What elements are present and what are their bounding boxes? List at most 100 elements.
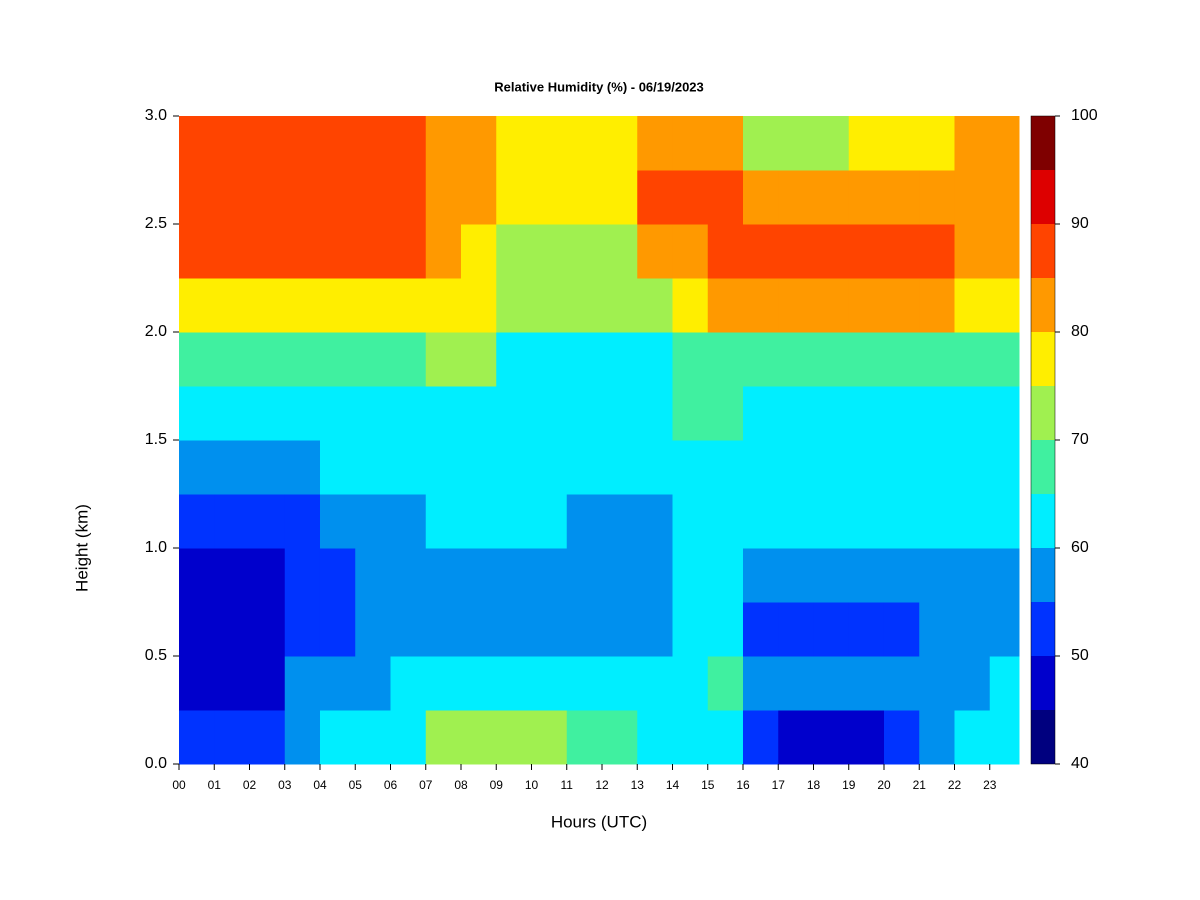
- heatmap-cell: [707, 602, 744, 657]
- heatmap-cell: [601, 170, 638, 225]
- heatmap-cell: [883, 278, 920, 333]
- colorbar-tick-label: 100: [1071, 107, 1098, 124]
- heatmap-cell: [460, 170, 497, 225]
- colorbar-tick-label: 50: [1071, 647, 1089, 664]
- heatmap-cell: [742, 710, 779, 765]
- heatmap-cell: [390, 116, 427, 171]
- heatmap-cell: [566, 116, 603, 171]
- heatmap-cell: [179, 386, 215, 441]
- heatmap-cell: [637, 602, 673, 657]
- heatmap-cell: [813, 710, 850, 765]
- heatmap-cell: [989, 386, 1020, 441]
- heatmap-cell: [249, 386, 286, 441]
- heatmap-cell: [707, 548, 744, 603]
- heatmap-cell: [672, 332, 709, 387]
- heatmap-cell: [742, 332, 779, 387]
- heatmap-cell: [496, 332, 532, 387]
- heatmap-cell: [742, 170, 779, 225]
- heatmap-cell: [954, 710, 991, 765]
- heatmap-cell: [742, 278, 779, 333]
- heatmap-cell: [813, 494, 850, 549]
- heatmap-cell: [883, 602, 920, 657]
- heatmap-cell: [778, 494, 814, 549]
- heatmap-cell: [214, 548, 250, 603]
- heatmap-cell: [919, 602, 955, 657]
- heatmap-cell: [672, 494, 709, 549]
- heatmap-cell: [319, 440, 356, 495]
- heatmap-cell: [531, 278, 568, 333]
- heatmap-cell: [601, 494, 638, 549]
- heatmap-cell: [566, 494, 603, 549]
- heatmap-cell: [425, 656, 462, 711]
- x-tick-label: 07: [419, 778, 433, 792]
- heatmap-cell: [249, 278, 286, 333]
- heatmap-cell: [989, 278, 1020, 333]
- heatmap-cell: [425, 710, 462, 765]
- heatmap-cell: [778, 332, 814, 387]
- heatmap-cell: [954, 170, 991, 225]
- heatmap-cell: [355, 278, 391, 333]
- heatmap-cell: [672, 278, 709, 333]
- heatmap-cell: [989, 602, 1020, 657]
- colorbar-tick-label: 70: [1071, 431, 1089, 448]
- heatmap-cell: [460, 224, 497, 279]
- heatmap-cell: [919, 116, 955, 171]
- heatmap-cell: [601, 278, 638, 333]
- heatmap-cell: [672, 116, 709, 171]
- heatmap-cell: [883, 440, 920, 495]
- heatmap-cell: [919, 656, 955, 711]
- x-tick-label: 17: [772, 778, 786, 792]
- heatmap-cell: [883, 116, 920, 171]
- colorbar-swatch: [1031, 224, 1055, 278]
- x-tick-label: 23: [983, 778, 997, 792]
- y-tick-label: 3.0: [145, 107, 167, 124]
- heatmap-cell: [637, 710, 673, 765]
- x-tick-label: 02: [243, 778, 257, 792]
- heatmap-cell: [813, 656, 850, 711]
- heatmap-cell: [566, 170, 603, 225]
- y-tick-label: 0.5: [145, 647, 167, 664]
- heatmap-cell: [249, 494, 286, 549]
- heatmap-cell: [425, 332, 462, 387]
- heatmap-cell: [355, 656, 391, 711]
- heatmap-cell: [425, 386, 462, 441]
- heatmap-cell: [848, 224, 885, 279]
- y-tick-label: 0.0: [145, 755, 167, 772]
- heatmap-cell: [496, 602, 532, 657]
- heatmap-cell: [566, 278, 603, 333]
- heatmap-cell: [531, 656, 568, 711]
- heatmap-cell: [707, 386, 744, 441]
- heatmap-cell: [319, 332, 356, 387]
- heatmap-cell: [460, 656, 497, 711]
- heatmap-cell: [778, 170, 814, 225]
- heatmap-cell: [249, 440, 286, 495]
- heatmap-cell: [249, 548, 286, 603]
- heatmap-cell: [284, 656, 321, 711]
- heatmap-cell: [284, 386, 321, 441]
- heatmap-cell: [883, 332, 920, 387]
- heatmap-cell: [179, 494, 215, 549]
- heatmap-cell: [319, 710, 356, 765]
- y-tick-label: 1.0: [145, 539, 167, 556]
- heatmap-cell: [742, 494, 779, 549]
- x-tick-label: 22: [948, 778, 962, 792]
- heatmap-cell: [989, 116, 1020, 171]
- heatmap-cell: [284, 278, 321, 333]
- heatmap-cell: [425, 602, 462, 657]
- heatmap-cell: [214, 278, 250, 333]
- heatmap-cell: [707, 494, 744, 549]
- heatmap-cell: [496, 710, 532, 765]
- heatmap-cell: [883, 494, 920, 549]
- heatmap-cell: [179, 170, 215, 225]
- heatmap-cell: [496, 440, 532, 495]
- heatmap-cell: [637, 116, 673, 171]
- heatmap-cell: [319, 602, 356, 657]
- heatmap-cell: [601, 224, 638, 279]
- heatmap-cell: [919, 548, 955, 603]
- heatmap-cell: [848, 548, 885, 603]
- heatmap-cell: [460, 386, 497, 441]
- heatmap-cell: [531, 332, 568, 387]
- heatmap-cell: [284, 710, 321, 765]
- heatmap-cell: [637, 332, 673, 387]
